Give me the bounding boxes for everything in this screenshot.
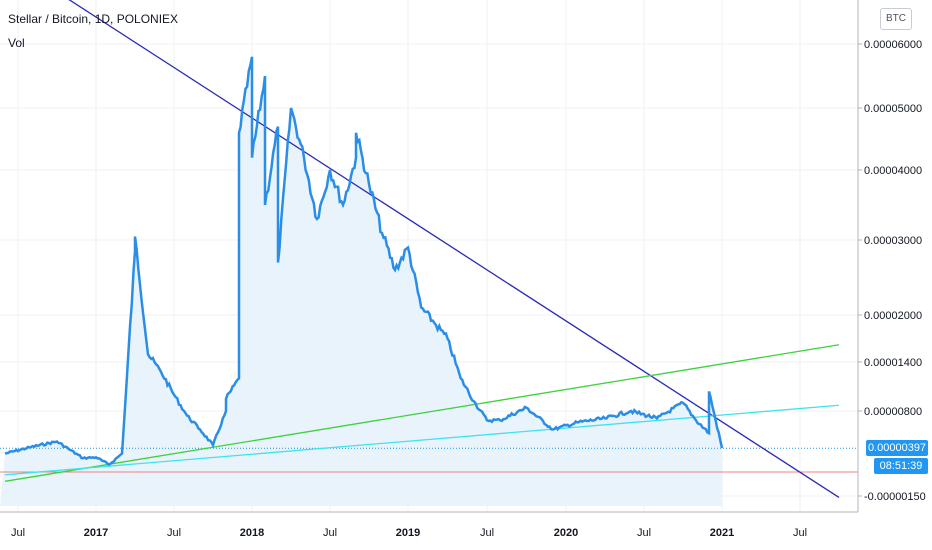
- price-area-fill: [0, 56, 722, 507]
- y-tick-label: 0.00004000: [864, 165, 922, 177]
- countdown-tag: 08:51:39: [874, 458, 928, 474]
- y-tick-label: 0.00001400: [864, 357, 922, 369]
- x-tick-label: Jul: [793, 527, 807, 539]
- green-trend-line: [4, 344, 840, 482]
- y-tick-label: -0.00000150: [864, 491, 926, 503]
- x-tick-label: 2020: [554, 527, 578, 539]
- currency-button[interactable]: BTC: [880, 8, 912, 30]
- cyan-trend-line: [4, 404, 840, 476]
- downtrend-line: [68, 0, 840, 499]
- y-tick-label: 0.00006000: [864, 39, 922, 51]
- y-tick-label: 0.00000800: [864, 406, 922, 418]
- volume-label: Vol: [8, 36, 25, 50]
- y-tick-label: 0.00003000: [864, 235, 922, 247]
- chart-title: Stellar / Bitcoin, 1D, POLONIEX: [8, 12, 179, 26]
- price-line[interactable]: [4, 56, 724, 467]
- last-price-tag: 0.00000397: [866, 440, 928, 456]
- price-axis[interactable]: 0.00006000 0.00005000 0.00004000 0.00003000…: [858, 39, 926, 503]
- x-tick-label: 2019: [396, 527, 420, 539]
- y-tick-label: 0.00005000: [864, 103, 922, 115]
- x-tick-label: Jul: [167, 527, 181, 539]
- x-tick-label: Jul: [480, 527, 494, 539]
- x-tick-label: Jul: [637, 527, 651, 539]
- trend-lines[interactable]: [0, 0, 840, 499]
- x-tick-label: Jul: [11, 527, 25, 539]
- x-tick-label: 2018: [240, 527, 264, 539]
- x-tick-label: 2021: [710, 527, 734, 539]
- y-tick-label: 0.00002000: [864, 310, 922, 322]
- x-tick-label: 2017: [84, 527, 108, 539]
- x-tick-label: Jul: [323, 527, 337, 539]
- time-axis[interactable]: Jul 2017 Jul 2018 Jul 2019 Jul 2020 Jul 2021 Jul: [11, 527, 807, 539]
